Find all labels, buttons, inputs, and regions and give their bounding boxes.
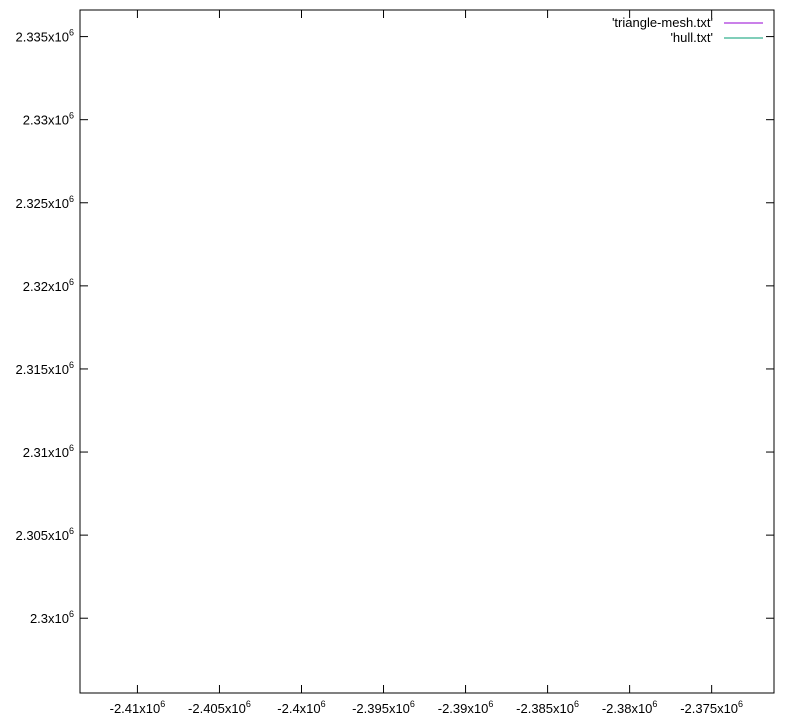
tick-label: 2.325x106 [15,194,74,211]
x-axis: -2.41x106 -2.405x106 -2.4x106 -2.395x106 -2.… [110,10,743,716]
tick-label: -2.375x106 [680,699,743,716]
tick-label: 2.33x106 [23,111,74,128]
tick-label: -2.395x106 [352,699,415,716]
tick-label: 2.315x106 [15,360,74,377]
tick-label: 2.31x106 [23,443,74,460]
y-axis: 2.3x106 2.305x106 2.31x106 2.315x106 2.32x10… [15,28,774,626]
legend-label: 'hull.txt' [670,30,713,45]
tick-label: -2.405x106 [188,699,251,716]
legend: 'triangle-mesh.txt''hull.txt' [612,15,763,45]
tick-label: -2.39x106 [438,699,494,716]
plot-background [80,10,774,693]
tick-label: -2.4x106 [277,699,325,716]
tick-label: -2.385x106 [516,699,579,716]
tick-label: 2.3x106 [30,609,74,626]
tick-label: 2.335x106 [15,28,74,45]
plot-frame [79,9,775,694]
tick-label: -2.38x106 [602,699,658,716]
legend-label: 'triangle-mesh.txt' [612,15,713,30]
tick-label: 2.32x106 [23,277,74,294]
tick-label: -2.41x106 [110,699,166,716]
tick-label: 2.305x106 [15,526,74,543]
